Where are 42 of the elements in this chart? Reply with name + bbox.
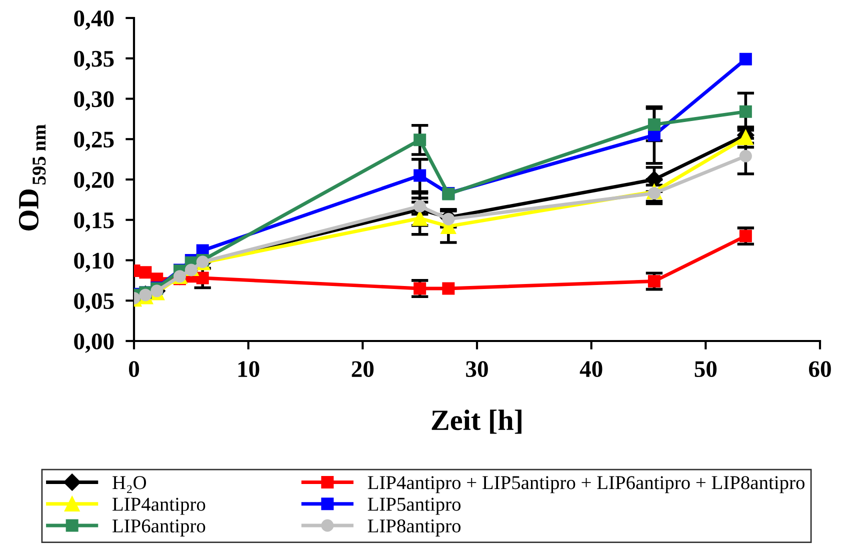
- legend-label: LIP4antipro + LIP5antipro + LIP6antipro + LIP8antipro: [368, 476, 804, 494]
- y-axis-title: OD595 nm: [18, 124, 46, 230]
- y-tick-label: 0,10: [74, 252, 114, 272]
- y-tick-label: 0,25: [74, 132, 114, 151]
- point: [648, 274, 660, 288]
- point: [414, 134, 426, 146]
- point: [414, 282, 426, 295]
- point: [442, 282, 455, 295]
- point: [739, 52, 752, 66]
- x-tick-label: 60: [809, 361, 831, 378]
- y-tick-label: 0,15: [74, 212, 114, 232]
- point: [412, 210, 428, 226]
- x-tick-label: 50: [694, 361, 717, 378]
- legend-label: LIP5antipro: [368, 498, 461, 515]
- point: [442, 212, 455, 226]
- x-axis-title: Zeit [h]: [432, 410, 522, 434]
- y-tick-label: 0,00: [74, 333, 114, 353]
- x-tick-label: 0: [128, 361, 140, 378]
- legend-label: LIP6antipro: [112, 519, 206, 536]
- point: [184, 264, 198, 276]
- point: [196, 272, 209, 284]
- x-tick-label: 20: [352, 361, 374, 378]
- x-tick-label: 30: [466, 361, 488, 378]
- y-tick-label: 0,20: [74, 172, 114, 192]
- legend-label: H₂O: [112, 476, 146, 493]
- y-tick-label: 0,40: [74, 10, 114, 30]
- legend-label: LIP8antipro: [368, 519, 461, 536]
- point: [648, 118, 660, 131]
- point: [646, 170, 663, 188]
- x-tick-label: 40: [580, 361, 602, 378]
- point: [739, 230, 752, 242]
- point: [414, 169, 426, 182]
- y-tick-label: 0,05: [74, 293, 114, 312]
- point: [150, 284, 164, 298]
- point: [139, 266, 152, 279]
- y-tick-label: 0,30: [74, 91, 114, 111]
- point: [739, 105, 752, 118]
- point: [139, 288, 152, 302]
- point: [739, 150, 752, 162]
- x-tick-label: 10: [238, 361, 260, 378]
- legend-label: LIP4antipro: [112, 498, 206, 515]
- y-tick-label: 0,35: [74, 50, 114, 70]
